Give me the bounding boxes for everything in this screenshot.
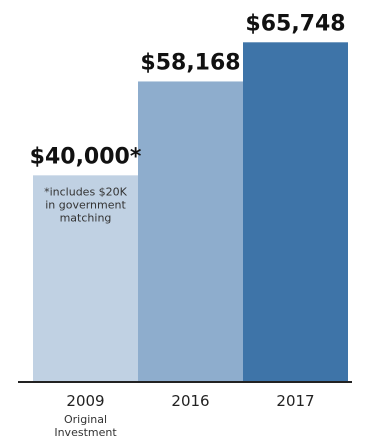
value-label-2017: $65,748	[245, 11, 345, 36]
tick-label-2017: 2017	[276, 392, 314, 410]
bars-group	[33, 42, 348, 382]
value-label-2016: $58,168	[140, 50, 240, 75]
bar-2017	[243, 42, 348, 382]
tick-sublabel-2009: Original Investment	[54, 413, 117, 439]
footnote-note: *includes $20K in government matching	[44, 185, 128, 224]
bar-2016	[138, 81, 243, 382]
tick-label-2016: 2016	[171, 392, 209, 410]
value-label-2009: $40,000*	[30, 144, 142, 169]
bar-2009	[33, 175, 138, 382]
labels-group: $40,000* 2009 Original Investment $58,168 201…	[30, 11, 346, 439]
tick-label-2009: 2009	[66, 392, 104, 410]
